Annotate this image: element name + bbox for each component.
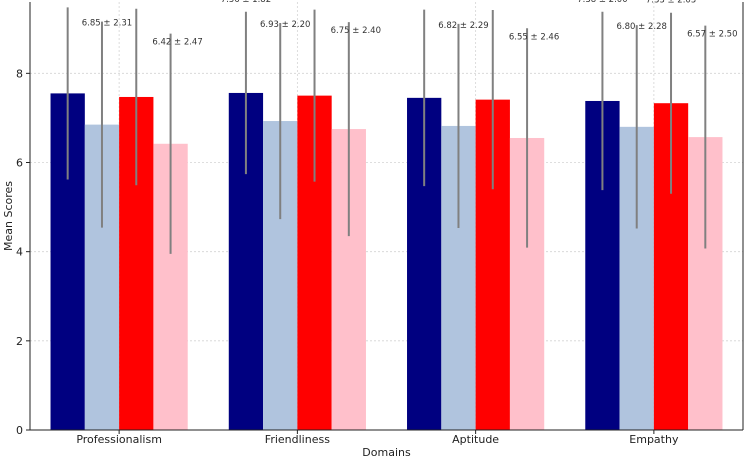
x-tick-label: Professionalism — [76, 433, 162, 446]
y-tick-label: 4 — [16, 246, 23, 259]
data-label: 7.33 ± 2.03 — [646, 0, 696, 6]
y-tick-label: 8 — [16, 67, 23, 80]
data-label: 7.47 ± 1.98 — [111, 0, 161, 2]
data-label: 7.56 ± 1.82 — [221, 0, 271, 5]
data-label: 6.82 ± 2.29 — [438, 21, 488, 31]
x-axis-label: Domains — [362, 446, 411, 459]
data-label: 7.41 ± 2.01 — [468, 0, 518, 3]
y-axis-label: Mean Scores — [2, 181, 15, 251]
error-bars — [66, 7, 707, 254]
x-tick-label: Aptitude — [452, 433, 499, 446]
data-label: 7.45 ± 1.98 — [399, 0, 449, 3]
data-labels: 7.55 ± 1.937.56 ± 1.827.45 ± 1.987.38 ± … — [42, 0, 737, 48]
data-label: 6.42 ± 2.47 — [152, 38, 202, 48]
y-tick-label: 6 — [16, 157, 23, 170]
x-tick-label: Empathy — [629, 433, 679, 446]
data-label: 6.57 ± 2.50 — [687, 30, 737, 40]
data-label: 6.75 ± 2.40 — [331, 26, 381, 36]
x-tick-label: Friendliness — [265, 433, 330, 446]
data-label: 6.93 ± 2.20 — [260, 20, 310, 30]
y-tick-label: 0 — [16, 424, 23, 437]
data-label: 7.38 ± 2.00 — [577, 0, 627, 5]
data-label: 6.80 ± 2.28 — [617, 22, 667, 32]
axes: 0 2 4 6 8 Professionalism Friendliness Aptitude… — [16, 2, 744, 446]
data-label: 6.85 ± 2.31 — [82, 19, 132, 29]
data-label: 6.55 ± 2.46 — [509, 32, 559, 42]
y-tick-label: 2 — [16, 335, 23, 348]
bars — [50, 92, 723, 431]
data-label: 7.50 ± 1.93 — [289, 0, 339, 3]
